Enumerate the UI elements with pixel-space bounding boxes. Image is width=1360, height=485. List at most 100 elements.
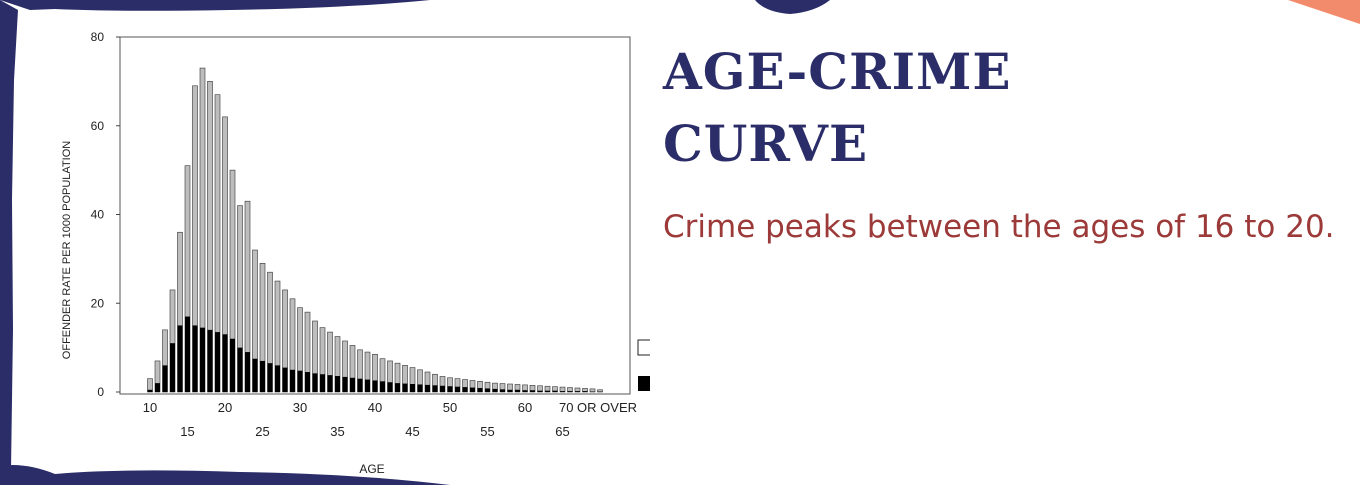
female-bar: [260, 360, 265, 392]
x-tick-label: 15: [180, 424, 194, 439]
female-bar: [350, 377, 355, 392]
female-bar: [305, 372, 310, 392]
female-bar: [357, 378, 363, 392]
female-bar: [462, 387, 468, 392]
female-bar: [567, 391, 573, 392]
female-bar: [417, 384, 423, 392]
x-tick-label: 40: [368, 400, 382, 415]
female-bar: [560, 391, 565, 392]
female-bar: [402, 383, 408, 392]
female-bar: [410, 384, 415, 392]
y-tick-label: 60: [91, 119, 105, 133]
female-bar: [215, 332, 220, 392]
x-axis-label: AGE: [359, 462, 384, 476]
female-bar: [582, 391, 588, 392]
female-bar: [575, 391, 580, 392]
female-bar: [267, 363, 273, 392]
female-bar: [545, 390, 550, 392]
female-bar: [365, 379, 370, 392]
female-bar: [492, 388, 498, 392]
x-tick-label: 25: [255, 424, 269, 439]
y-tick-label: 0: [97, 385, 104, 399]
chart-legend: MALESFEMALES: [637, 339, 650, 391]
female-bar: [312, 373, 318, 392]
female-bar: [432, 385, 438, 392]
female-bar: [147, 389, 153, 392]
female-bar: [372, 380, 378, 392]
x-tick-label: 55: [480, 424, 494, 439]
y-axis-label: OFFENDER RATE PER 1000 POPULATION: [61, 141, 73, 359]
female-bar: [207, 329, 213, 393]
female-bar: [245, 352, 250, 392]
male-bar: [492, 382, 498, 393]
female-bar: [440, 385, 445, 392]
female-bar: [425, 384, 430, 392]
female-bar: [395, 383, 400, 393]
female-bar: [252, 358, 258, 392]
top-right-coral-stroke: [1288, 0, 1360, 24]
female-bar: [237, 347, 243, 393]
legend-swatch-females: [638, 376, 650, 391]
male-bar: [229, 169, 236, 393]
female-bar: [515, 389, 520, 392]
female-bar: [282, 367, 288, 392]
y-tick-label: 40: [91, 208, 105, 222]
female-bar: [162, 365, 168, 393]
x-tick-label: 10: [143, 400, 157, 415]
male-bar: [304, 311, 311, 393]
top-left-navy-stroke: [0, 0, 430, 11]
female-bar: [342, 376, 348, 392]
female-bar: [500, 389, 505, 392]
female-bar: [522, 390, 528, 392]
female-bar: [530, 390, 535, 392]
female-bar: [477, 388, 483, 392]
female-bar: [447, 386, 453, 392]
slide-title: AGE-CRIME CURVE: [663, 36, 1083, 180]
male-bar: [222, 116, 228, 393]
x-tick-label: 50: [443, 400, 457, 415]
female-bar: [297, 370, 303, 392]
male-bar: [589, 388, 596, 393]
female-bar: [222, 334, 228, 392]
female-bar: [155, 383, 160, 393]
chart-bars: [147, 67, 603, 393]
x-tick-label: 30: [293, 400, 307, 415]
y-tick-label: 80: [91, 30, 105, 44]
title-line-1: AGE-CRIME: [663, 42, 1012, 101]
female-bar: [335, 376, 340, 392]
female-bar: [455, 386, 460, 392]
y-axis: 0 20 40 60 80: [91, 30, 120, 399]
female-bar: [485, 388, 490, 392]
female-bar: [275, 365, 280, 393]
x-tick-label: 45: [405, 424, 419, 439]
x-tick-label: 20: [218, 400, 232, 415]
female-bar: [507, 389, 513, 392]
female-bar: [380, 381, 385, 392]
female-bar: [230, 338, 235, 392]
x-tick-label: 35: [330, 424, 344, 439]
top-center-navy-stroke: [755, 0, 830, 14]
female-bar: [470, 387, 475, 392]
x-tick-label: 70 OR OVER: [559, 400, 637, 415]
x-axis: 10 20 30 40 50 60 70 OR OVER 15 25 35 45 55 65: [143, 400, 637, 439]
female-bar: [327, 375, 333, 392]
y-tick-label: 20: [91, 296, 105, 310]
female-bar: [170, 343, 175, 392]
female-bar: [185, 316, 190, 392]
slide-subtitle: Crime peaks between the ages of 16 to 20…: [663, 209, 1335, 245]
x-tick-label: 60: [518, 400, 532, 415]
title-line-2: CURVE: [663, 114, 869, 173]
left-navy-edge: [0, 0, 18, 485]
female-bar: [552, 390, 558, 392]
age-crime-chart: 0 20 40 60 80 10 20 30 40 50 60 70 OR OVER 15 25 35 45…: [61, 30, 650, 476]
female-bar: [387, 382, 393, 392]
male-bar: [402, 365, 408, 393]
female-bar: [537, 390, 543, 392]
legend-swatch-males: [637, 339, 650, 356]
female-bar: [192, 325, 198, 392]
bottom-left-navy-stroke: [0, 465, 450, 485]
female-bar: [200, 327, 205, 392]
x-tick-label: 65: [555, 424, 569, 439]
